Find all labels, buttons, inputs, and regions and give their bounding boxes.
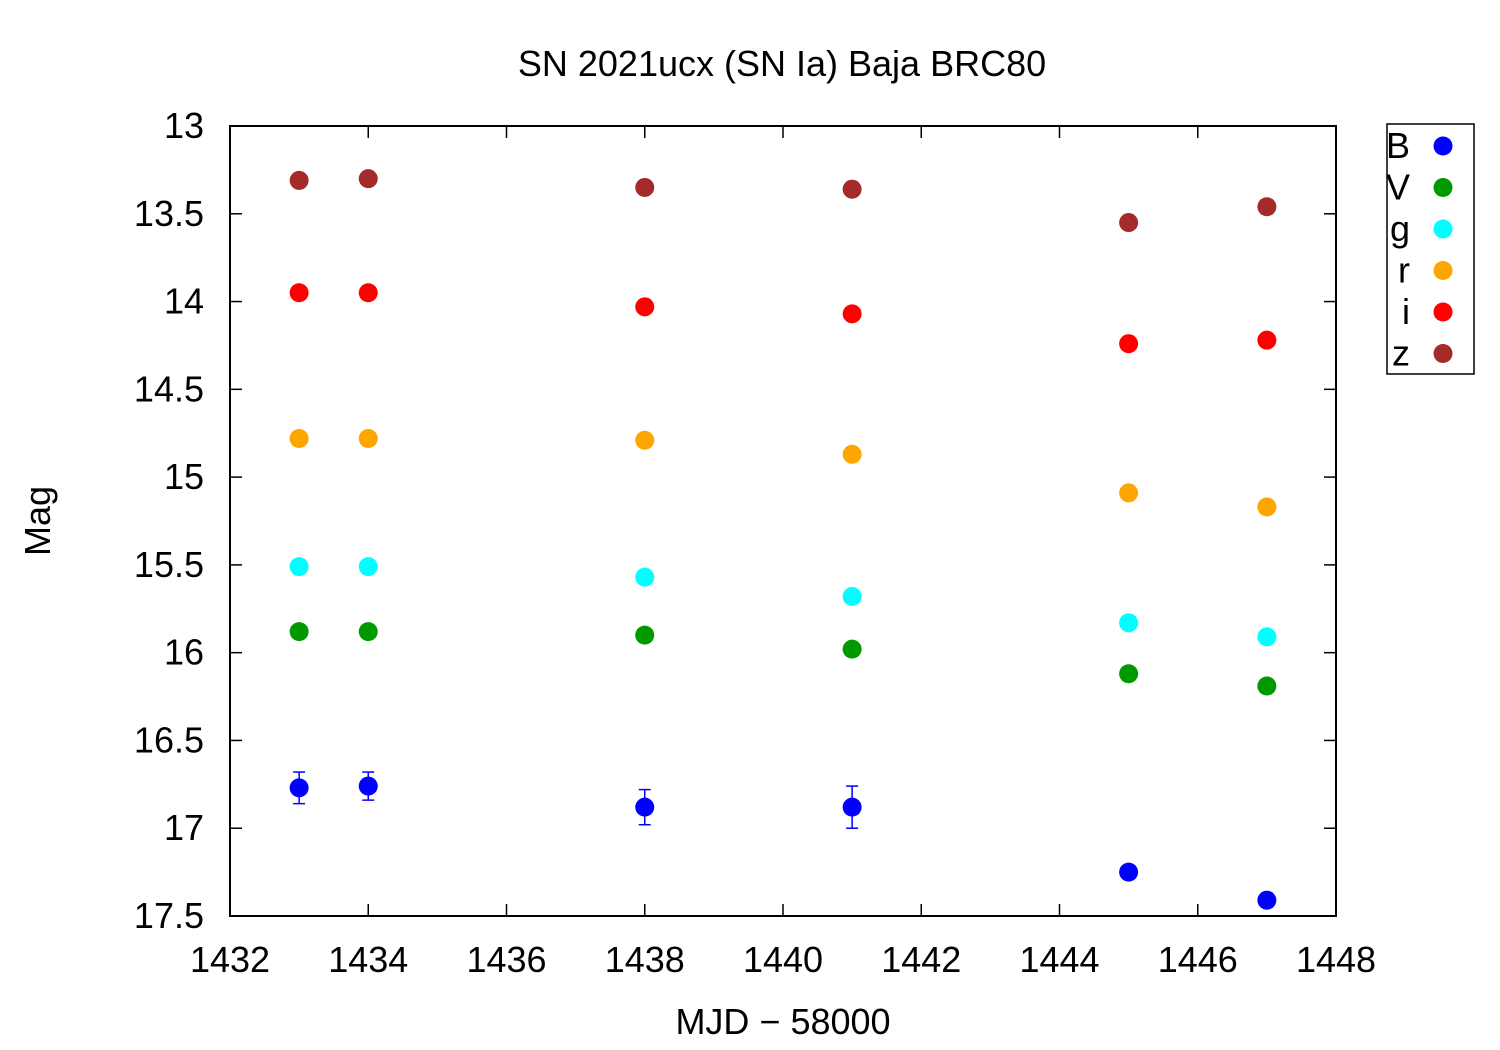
data-point-B xyxy=(1257,890,1277,910)
y-tick-label: 17 xyxy=(164,807,204,848)
legend-label-r: r xyxy=(1398,250,1410,291)
legend-label-z: z xyxy=(1392,333,1410,374)
data-point-i xyxy=(358,283,378,303)
data-point-z xyxy=(842,179,862,199)
data-point-B xyxy=(289,778,309,798)
y-axis: 13 13.5 14 14.5 15 15.5 16 16.5 17 17.5 xyxy=(134,105,1336,936)
data-point-V xyxy=(289,622,309,642)
data-point-V xyxy=(842,639,862,659)
chart-title: SN 2021ucx (SN Ia) Baja BRC80 xyxy=(518,43,1046,84)
legend-label-i: i xyxy=(1402,291,1410,332)
y-axis-label: Mag xyxy=(17,486,58,556)
x-axis: 1432 1434 1436 1438 1440 1442 1444 1446 1448 xyxy=(190,126,1376,980)
data-point-B xyxy=(842,797,862,817)
y-tick-label: 15 xyxy=(164,456,204,497)
y-tick-label: 15.5 xyxy=(134,544,204,585)
data-point-i xyxy=(289,283,309,303)
x-tick-label: 1446 xyxy=(1158,939,1238,980)
data-point-g xyxy=(635,567,655,587)
data-point-z xyxy=(1257,197,1277,217)
y-tick-label: 14 xyxy=(164,281,204,322)
y-tick-label: 16 xyxy=(164,632,204,673)
y-tick-label: 17.5 xyxy=(134,895,204,936)
data-point-V xyxy=(358,622,378,642)
data-point-r xyxy=(1257,497,1277,517)
series-r xyxy=(289,428,1277,517)
x-axis-label: MJD − 58000 xyxy=(675,1001,890,1042)
legend-marker-z xyxy=(1433,344,1453,363)
legend-label-V: V xyxy=(1386,167,1410,208)
series-z xyxy=(289,169,1277,233)
series-i xyxy=(289,283,1277,354)
data-point-g xyxy=(289,557,309,577)
x-tick-label: 1434 xyxy=(328,939,408,980)
data-point-V xyxy=(1119,664,1139,684)
data-point-r xyxy=(1119,483,1139,503)
y-tick-label: 14.5 xyxy=(134,368,204,409)
legend-marker-r xyxy=(1433,261,1453,280)
x-tick-label: 1436 xyxy=(466,939,546,980)
legend-box xyxy=(1386,123,1475,375)
y-tick-label: 13 xyxy=(164,105,204,146)
data-point-r xyxy=(358,428,378,448)
data-point-i xyxy=(1257,330,1277,350)
plot-frame xyxy=(229,125,1337,917)
data-point-r xyxy=(635,430,655,450)
legend-marker-V xyxy=(1433,178,1453,197)
data-point-z xyxy=(289,170,309,190)
plot-area xyxy=(229,125,1337,917)
data-point-i xyxy=(842,304,862,324)
data-point-B xyxy=(1119,862,1139,882)
data-point-g xyxy=(842,586,862,606)
x-tick-label: 1432 xyxy=(190,939,270,980)
x-tick-label: 1442 xyxy=(881,939,961,980)
data-point-V xyxy=(1257,676,1277,696)
y-tick-label: 13.5 xyxy=(134,193,204,234)
series-B xyxy=(289,771,1277,910)
data-points xyxy=(289,169,1277,910)
data-point-B xyxy=(358,776,378,796)
legend-marker-g xyxy=(1433,219,1453,239)
legend-marker-B xyxy=(1433,136,1453,156)
data-point-i xyxy=(635,297,655,317)
data-point-i xyxy=(1119,334,1139,354)
data-point-r xyxy=(842,444,862,464)
legend-marker-i xyxy=(1433,302,1453,322)
data-point-B xyxy=(635,797,655,817)
data-point-r xyxy=(289,428,309,448)
y-tick-label: 16.5 xyxy=(134,719,204,760)
data-point-z xyxy=(635,177,655,197)
series-g xyxy=(289,557,1277,647)
data-point-V xyxy=(635,625,655,645)
legend-label-B: B xyxy=(1386,125,1410,166)
x-tick-label: 1440 xyxy=(743,939,823,980)
x-tick-label: 1448 xyxy=(1296,939,1376,980)
x-tick-label: 1444 xyxy=(1019,939,1099,980)
data-point-z xyxy=(1119,213,1139,233)
legend-label-g: g xyxy=(1390,208,1410,249)
data-point-g xyxy=(358,557,378,577)
data-point-g xyxy=(1257,627,1277,647)
data-point-g xyxy=(1119,613,1139,633)
series-V xyxy=(289,622,1277,696)
data-point-z xyxy=(358,169,378,189)
x-tick-label: 1438 xyxy=(605,939,685,980)
